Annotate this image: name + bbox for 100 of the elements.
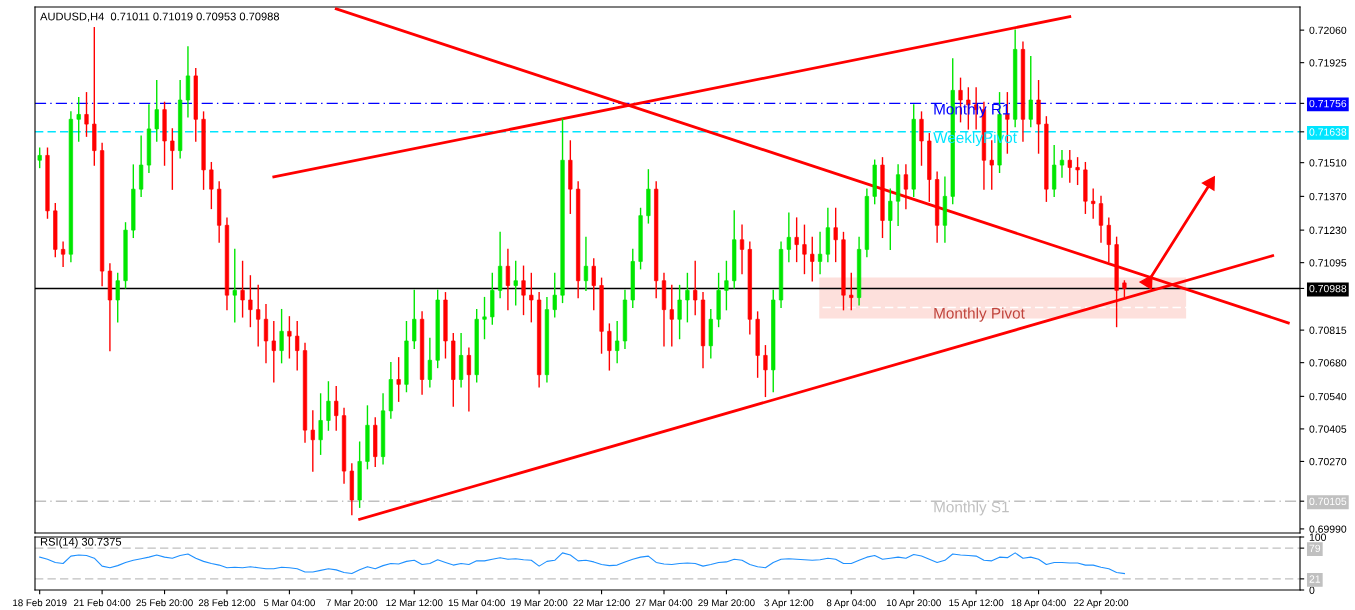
candlestick [1091, 188, 1096, 219]
x-tick-label: 3 Apr 12:00 [764, 599, 814, 609]
candlestick [919, 111, 924, 166]
candlestick [1059, 149, 1065, 178]
candlestick [1075, 157, 1080, 186]
candlestick [724, 260, 729, 311]
candlestick [669, 284, 674, 347]
candlestick [84, 92, 89, 137]
x-tick-label: 12 Mar 12:00 [386, 599, 443, 607]
candlestick [552, 272, 557, 318]
y-tick-label: 0.70540 [1309, 392, 1347, 401]
candlestick [513, 260, 518, 306]
x-tick-label: 5 Mar 04:00 [263, 599, 315, 607]
candlestick [318, 393, 323, 455]
y-tick-label: 21 [1309, 575, 1321, 583]
y-tick-label: 0.71510 [1309, 159, 1347, 167]
candlestick [170, 128, 175, 190]
x-tick-label: 7 Mar 20:00 [326, 599, 378, 607]
y-tick-label: 0.71370 [1309, 192, 1347, 201]
x-tick-label: 15 Apr 12:00 [949, 599, 1004, 609]
y-tick-label: 79 [1309, 544, 1321, 553]
candlestick [786, 212, 791, 263]
y-tick-label: 0 [1309, 586, 1315, 594]
x-tick-label: 27 Mar 04:00 [635, 599, 693, 607]
x-tick-label: 28 Feb 12:00 [198, 599, 256, 607]
candlestick [482, 296, 487, 340]
candlestick [1106, 217, 1111, 263]
candlestick [115, 272, 120, 323]
x-tick-label: 18 Feb 2019 [13, 599, 67, 607]
chart-title: AUDUSD,H4 0.71011 0.71019 0.70953 0.70988 [40, 12, 280, 22]
candlestick [693, 260, 698, 316]
candlestick [817, 231, 823, 275]
candlestick [739, 224, 745, 275]
candlestick [833, 207, 838, 263]
x-tick-label: 19 Mar 20:00 [511, 599, 568, 607]
candlestick [310, 410, 315, 472]
candlestick [810, 236, 815, 282]
candlestick [232, 248, 237, 323]
x-tick-label: 29 Mar 20:00 [698, 599, 755, 607]
x-tick-label: 22 Mar 12:00 [573, 599, 630, 607]
candlestick [794, 217, 799, 263]
y-tick-label: 0.71230 [1309, 226, 1347, 234]
y-tick-label: 0.70405 [1309, 425, 1347, 433]
x-tick-label: 18 Apr 04:00 [1011, 599, 1066, 609]
ref-line-label: Monthly S1 [934, 501, 1009, 516]
candlestick [240, 260, 245, 318]
x-tick-label: 22 Apr 20:00 [1073, 599, 1129, 609]
candlestick [256, 284, 261, 347]
candlestick [677, 284, 682, 340]
y-tick-label: 0.70988 [1309, 284, 1347, 293]
x-tick-label: 21 Feb 04:00 [73, 599, 131, 607]
y-tick-label: 0.70815 [1309, 326, 1347, 334]
candlestick [396, 357, 401, 402]
x-tick-label: 15 Mar 04:00 [448, 599, 505, 607]
y-tick-label: 0.69990 [1309, 525, 1347, 533]
chart-title: RSI(14) 30.7375 [40, 537, 122, 548]
candlestick [287, 316, 292, 359]
candlestick [1028, 55, 1033, 128]
y-tick-label: 0.70105 [1309, 497, 1347, 506]
y-tick-label: 0.71756 [1309, 99, 1347, 108]
candlestick [334, 386, 339, 431]
candlestick [466, 347, 471, 412]
candlestick [591, 258, 596, 311]
candlestick [888, 188, 893, 251]
candlestick [154, 80, 159, 142]
y-tick-label: 0.71925 [1309, 59, 1347, 67]
candlestick [521, 265, 526, 316]
candlestick [583, 236, 589, 292]
x-tick-label: 10 Apr 20:00 [886, 599, 941, 609]
candlestick [76, 96, 81, 142]
candlestick [849, 272, 854, 311]
y-tick-label: 0.70270 [1309, 457, 1347, 466]
candlestick [615, 320, 620, 364]
candlestick [412, 289, 417, 349]
x-tick-label: 8 Apr 04:00 [826, 599, 876, 609]
candlestick [271, 320, 276, 383]
y-tick-label: 0.70680 [1309, 359, 1347, 367]
candlestick [685, 272, 690, 323]
candlestick [903, 164, 909, 210]
candlestick [763, 345, 768, 398]
candlestick [60, 241, 66, 267]
candlestick [529, 272, 534, 323]
x-tick-label: 25 Feb 20:00 [136, 599, 193, 607]
candlestick [326, 381, 331, 431]
candlestick [263, 304, 269, 364]
candlestick [505, 248, 511, 311]
candlestick [1098, 195, 1104, 243]
ref-line-label: Monthly Pivot [934, 307, 1025, 322]
candlestick [209, 161, 214, 210]
candlestick [279, 308, 284, 364]
y-tick-label: 0.71095 [1309, 259, 1347, 267]
candlestick [1067, 149, 1072, 183]
y-tick-label: 0.72060 [1309, 26, 1347, 35]
y-tick-label: 100 [1309, 533, 1326, 541]
candlestick [802, 224, 807, 275]
candlestick [427, 337, 432, 388]
y-tick-label: 0.71638 [1309, 128, 1347, 136]
line-series [39, 552, 1125, 575]
candlestick [607, 323, 612, 371]
candlestick [295, 320, 300, 371]
